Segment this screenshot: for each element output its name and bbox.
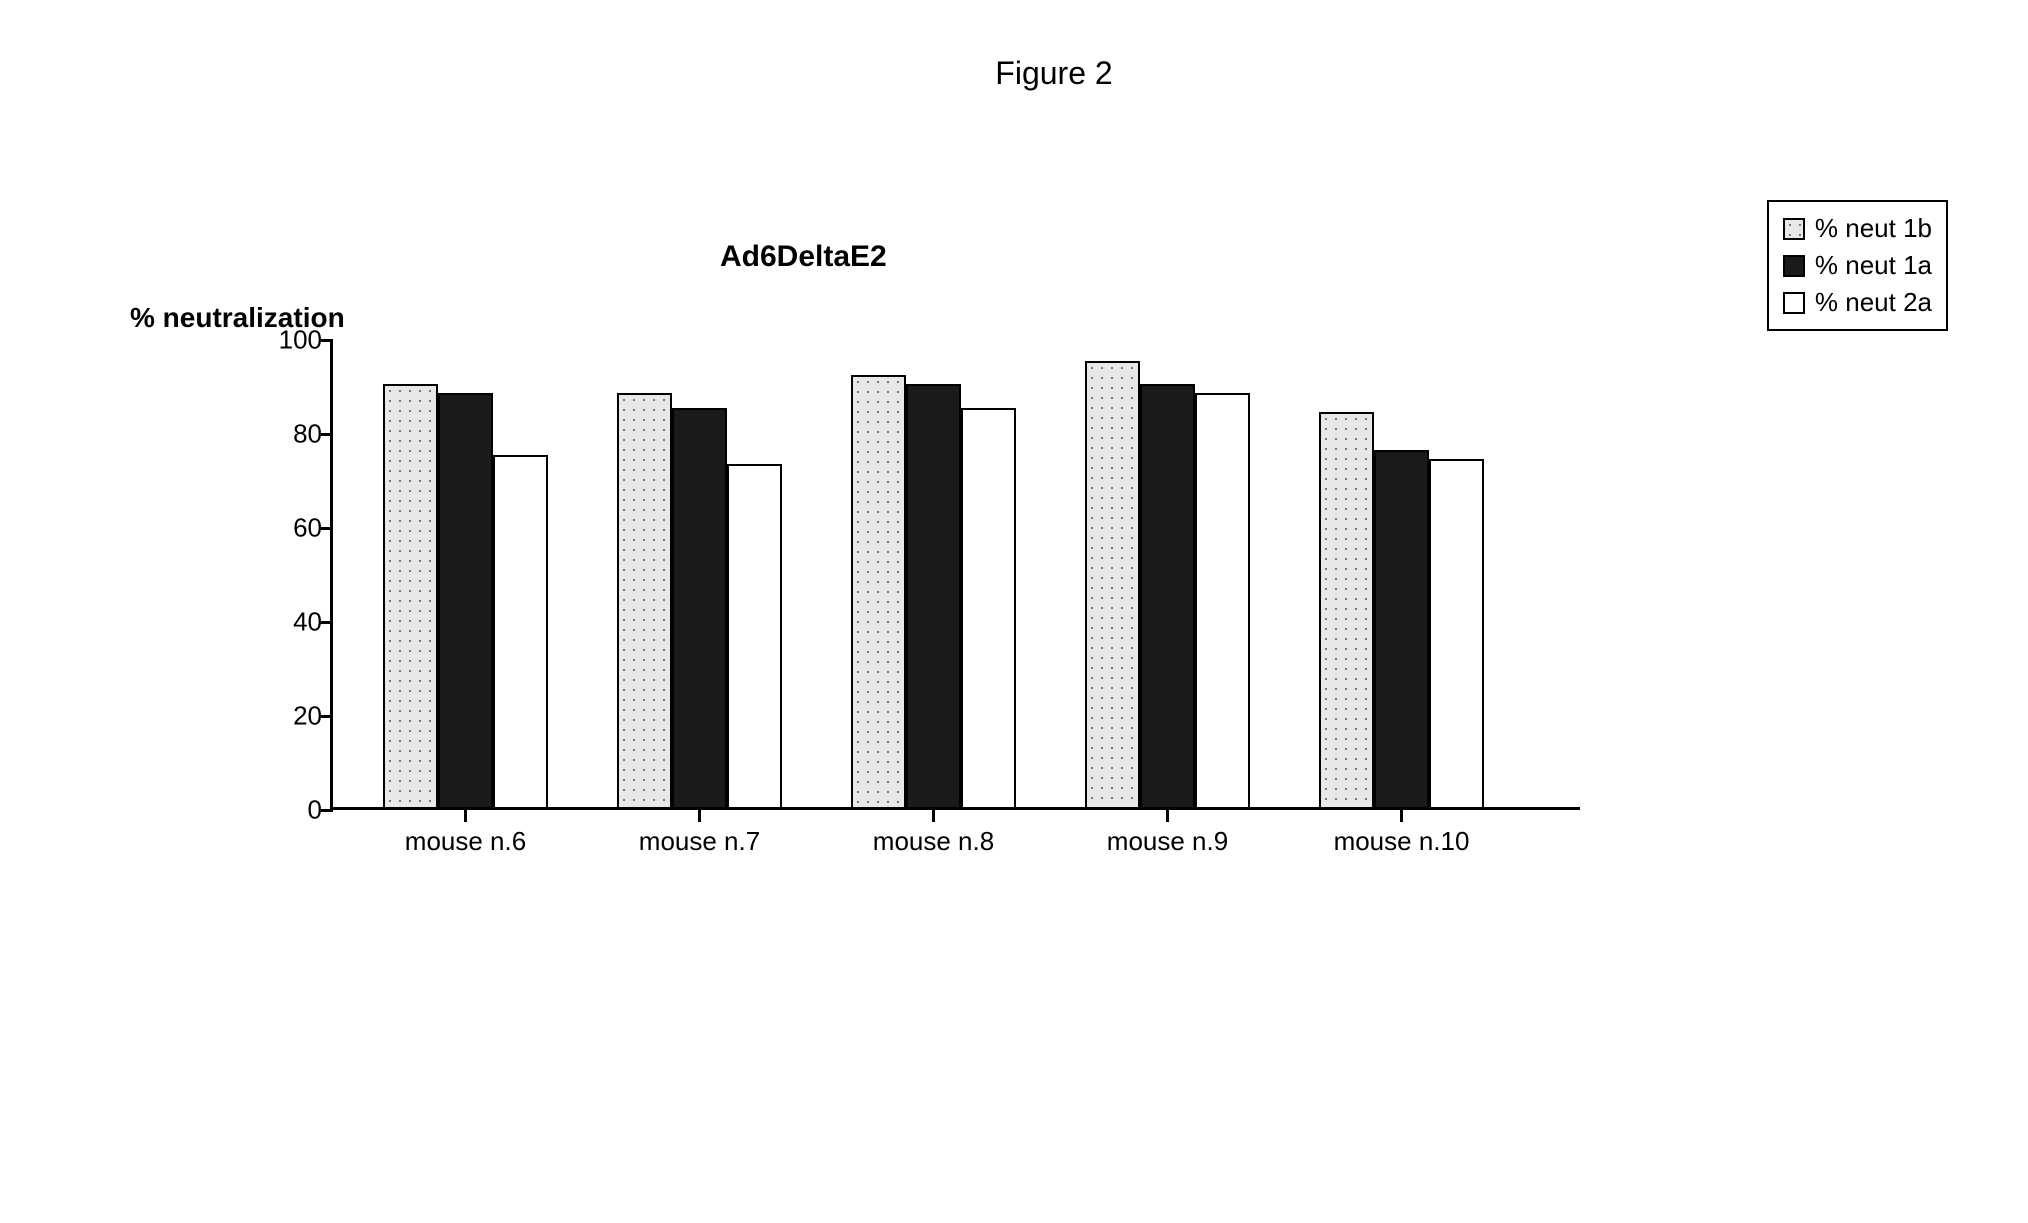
bar	[438, 393, 493, 807]
x-tick	[932, 810, 935, 822]
x-tick	[464, 810, 467, 822]
legend-swatch-2a	[1783, 292, 1805, 314]
page: Figure 2 Ad6DeltaE2 % neutralization % n…	[40, 40, 2028, 1183]
bar	[1195, 393, 1250, 807]
bar	[851, 375, 906, 807]
legend-item-1a: % neut 1a	[1783, 247, 1932, 284]
bar	[1140, 384, 1195, 807]
y-tick-label: 40	[293, 607, 322, 638]
legend-label-1a: % neut 1a	[1815, 250, 1932, 281]
bar	[493, 455, 548, 808]
x-label: mouse n.10	[1302, 826, 1502, 857]
x-label: mouse n.8	[834, 826, 1034, 857]
chart-title: Ad6DeltaE2	[720, 240, 887, 274]
legend-item-2a: % neut 2a	[1783, 284, 1932, 321]
x-tick	[1166, 810, 1169, 822]
bar	[961, 408, 1016, 808]
x-label: mouse n.7	[600, 826, 800, 857]
legend-label-1b: % neut 1b	[1815, 213, 1932, 244]
figure-label: Figure 2	[995, 55, 1112, 92]
y-tick-label: 100	[279, 325, 322, 356]
y-tick-label: 20	[293, 701, 322, 732]
y-tick-label: 0	[308, 795, 322, 826]
x-tick	[1400, 810, 1403, 822]
bar	[1374, 450, 1429, 807]
plot-wrap: 020406080100mouse n.6mouse n.7mouse n.8m…	[270, 340, 1580, 870]
bar	[1085, 361, 1140, 808]
bar	[1319, 412, 1374, 807]
bar	[617, 393, 672, 807]
x-label: mouse n.6	[366, 826, 566, 857]
bar	[1429, 459, 1484, 807]
x-tick	[698, 810, 701, 822]
legend: % neut 1b % neut 1a % neut 2a	[1767, 200, 1948, 331]
legend-swatch-1b	[1783, 218, 1805, 240]
y-tick-label: 80	[293, 419, 322, 450]
legend-label-2a: % neut 2a	[1815, 287, 1932, 318]
y-tick-label: 60	[293, 513, 322, 544]
legend-swatch-1a	[1783, 255, 1805, 277]
plot-area: 020406080100mouse n.6mouse n.7mouse n.8m…	[330, 340, 1580, 810]
bar	[906, 384, 961, 807]
bar	[383, 384, 438, 807]
bar	[727, 464, 782, 807]
x-label: mouse n.9	[1068, 826, 1268, 857]
bar	[672, 408, 727, 808]
legend-item-1b: % neut 1b	[1783, 210, 1932, 247]
